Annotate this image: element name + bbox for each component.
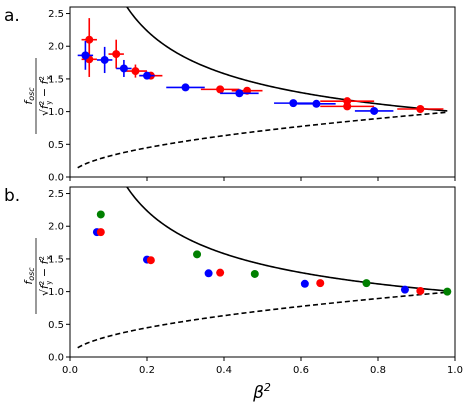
data-point	[143, 71, 151, 80]
data-point	[204, 269, 213, 278]
data-point	[81, 51, 90, 60]
y-axis-label-denominator: √f2y − f2x	[38, 256, 53, 296]
data-point	[100, 55, 109, 64]
data-point	[316, 279, 325, 288]
x-tick-label: 0.4	[216, 365, 232, 376]
panel-a-curves	[77, 7, 448, 169]
panel-b-x-ticks: 0.0 0.2 0.4 0.6 0.8 1.0	[62, 357, 463, 376]
data-point	[146, 256, 155, 265]
panel-a-points	[77, 18, 444, 115]
data-point	[96, 210, 105, 219]
data-point	[416, 286, 425, 295]
y-tick-label: 0.0	[48, 353, 64, 364]
data-point	[343, 102, 352, 111]
data-point	[443, 287, 452, 296]
y-tick-label: 2.0	[48, 222, 64, 233]
x-tick-label: 1.0	[447, 365, 463, 376]
panel-a: a. fosc√f2y − f2x 0.0 0.5 1.0 1.5 2.0 2.5	[4, 6, 456, 184]
data-point	[400, 285, 409, 294]
x-axis-label-text: β2	[252, 381, 271, 403]
y-tick-label: 1.0	[48, 287, 64, 298]
panel-a-y-axis-label: fosc√f2y − f2x	[22, 58, 53, 134]
data-point	[300, 279, 309, 288]
y-tick-label: 1.5	[48, 254, 64, 265]
y-axis-label: fosc√f2y − f2x	[22, 238, 53, 314]
panel-b-y-axis-label: fosc√f2y − f2x	[22, 238, 53, 314]
data-point	[181, 83, 190, 92]
data-point	[235, 89, 244, 98]
data-point	[312, 99, 321, 108]
data-point	[112, 50, 121, 59]
x-tick-label: 0.2	[139, 365, 155, 376]
panel-a-x-ticks	[69, 177, 456, 181]
x-tick-label: 0.8	[370, 365, 386, 376]
data-point	[416, 105, 425, 113]
panel-b-y-ticks: 0.0 0.5 1.0 1.5 2.0 2.5	[48, 189, 70, 364]
y-tick-label: 0.0	[48, 173, 64, 184]
y-tick-label: 0.5	[48, 140, 64, 151]
solid-curve	[125, 7, 448, 112]
y-axis-label-denominator: √f2y − f2x	[38, 76, 53, 116]
panel-b-points	[92, 210, 452, 296]
x-tick-label: 0.0	[62, 365, 78, 376]
y-axis-label-numerator: fosc	[22, 267, 36, 285]
data-point	[96, 228, 105, 237]
y-tick-label: 2.5	[48, 189, 64, 200]
data-point	[119, 64, 128, 73]
panel-a-frame	[69, 6, 456, 178]
data-point	[131, 67, 140, 76]
data-point	[289, 99, 298, 108]
data-point	[216, 268, 225, 277]
dashed-curve	[77, 111, 448, 169]
dashed-curve	[77, 291, 448, 349]
y-tick-label: 1.0	[48, 107, 64, 118]
x-tick-label: 0.6	[293, 365, 309, 376]
y-tick-label: 2.0	[48, 42, 64, 53]
y-axis-label: fosc√f2y − f2x	[22, 58, 53, 134]
data-point	[362, 279, 371, 288]
y-tick-label: 0.5	[48, 320, 64, 331]
x-axis-label: β2	[252, 381, 271, 403]
panel-b: b. fosc√f2y − f2x 0.0 0.5 1.0 1.5 2.0 2.5 0.0…	[4, 186, 463, 403]
y-axis-label-numerator: fosc	[22, 87, 36, 105]
data-point	[250, 269, 259, 278]
panel-a-y-ticks: 0.0 0.5 1.0 1.5 2.0 2.5	[48, 9, 70, 184]
panel-b-frame	[69, 186, 456, 358]
data-point	[216, 85, 225, 94]
data-point	[370, 106, 379, 115]
solid-curve	[125, 187, 448, 292]
panel-b-curves	[77, 187, 448, 349]
data-point	[85, 35, 94, 44]
panel-a-label: a.	[4, 6, 20, 26]
y-tick-label: 1.5	[48, 74, 64, 85]
panel-b-label: b.	[4, 186, 20, 206]
y-tick-label: 2.5	[48, 9, 64, 20]
data-point	[193, 250, 202, 259]
